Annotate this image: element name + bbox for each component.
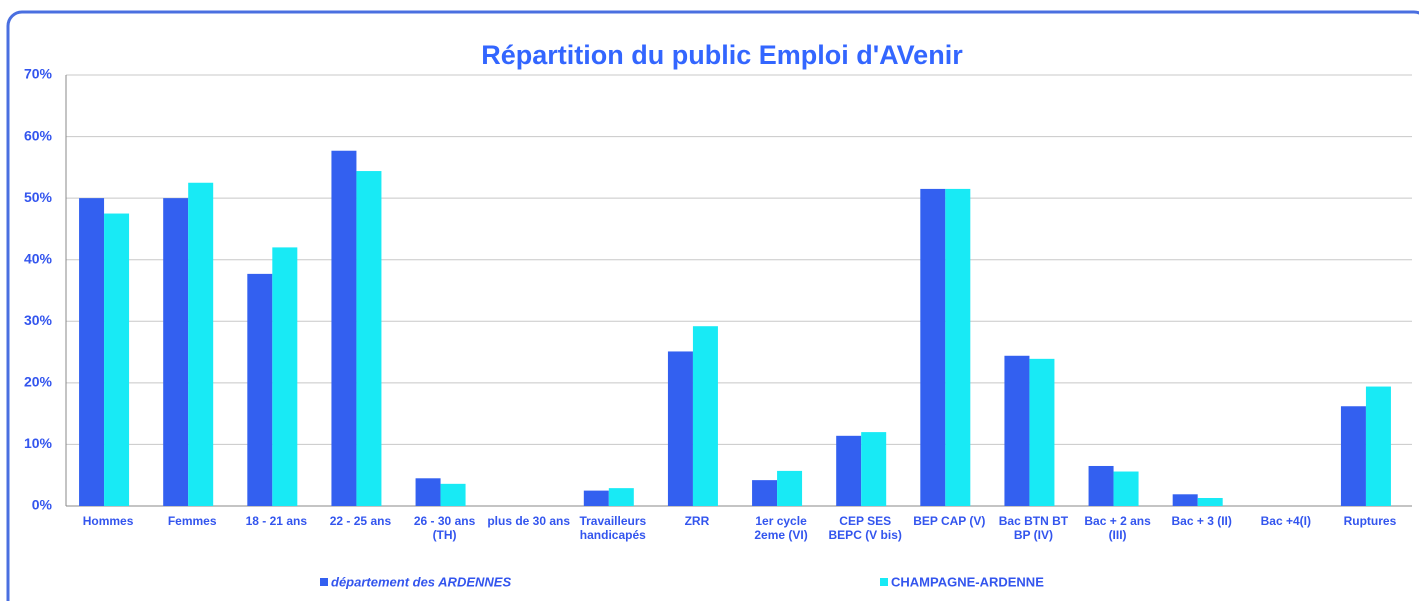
y-tick-label: 0% [32, 497, 53, 513]
bar [1088, 465, 1114, 506]
bar [415, 478, 441, 506]
bar [104, 213, 130, 507]
bar [1340, 406, 1366, 506]
bar [188, 182, 214, 506]
legend-label: département des ARDENNES [331, 574, 511, 589]
x-tick-label: 1er cycle 2eme (VI) [754, 514, 808, 542]
bar [440, 483, 466, 506]
x-tick-label: 18 - 21 ans [245, 514, 307, 528]
bar [692, 326, 718, 506]
bar [1365, 386, 1391, 506]
y-tick-label: 40% [24, 250, 53, 266]
bar [861, 432, 887, 506]
bar [752, 480, 778, 506]
x-tick-label: Bac +4(I) [1260, 514, 1311, 528]
y-tick-label: 20% [24, 374, 53, 390]
legend-swatch [320, 578, 328, 586]
x-tick-label: Bac BTN BT BP (IV) [998, 514, 1069, 542]
bar [667, 351, 693, 506]
frame [6, 10, 1419, 601]
bar [1029, 358, 1055, 506]
bar [583, 490, 609, 506]
x-tick-label: plus de 30 ans [487, 514, 571, 528]
bar [356, 171, 382, 506]
bar [836, 435, 862, 506]
chart-title: Répartition du public Emploi d'AVenir [481, 40, 963, 70]
x-tick-label: 26 - 30 ans (TH) [413, 514, 476, 542]
x-tick-label: Bac + 2 ans (III) [1084, 514, 1151, 542]
x-tick-label: Hommes [82, 514, 134, 528]
y-tick-label: 60% [24, 127, 53, 143]
legend-swatch [880, 578, 888, 586]
bar [163, 198, 189, 506]
bar [1004, 355, 1030, 506]
x-tick-label: Bac + 3 (II) [1171, 514, 1232, 528]
x-tick-label: Femmes [167, 514, 217, 528]
bar [945, 188, 971, 506]
x-tick-label: Ruptures [1343, 514, 1397, 528]
y-tick-label: 70% [24, 66, 53, 82]
y-tick-label: 10% [24, 435, 53, 451]
x-tick-label: CEP SES BEPC (V bis) [828, 514, 902, 542]
x-tick-label: BEP CAP (V) [913, 514, 986, 528]
bar [79, 198, 105, 506]
bar [777, 470, 803, 506]
legend-label: CHAMPAGNE-ARDENNE [891, 574, 1044, 589]
bar [1197, 497, 1223, 506]
bar [920, 188, 946, 506]
x-tick-label: Travailleurs handicapés [579, 514, 647, 542]
bar [608, 488, 634, 506]
y-tick-label: 30% [24, 312, 53, 328]
x-tick-label: ZRR [684, 514, 710, 528]
bar [247, 273, 273, 506]
bar [272, 247, 298, 506]
y-tick-label: 50% [24, 189, 53, 205]
bar [1172, 494, 1198, 506]
bar [1113, 471, 1139, 506]
bar [331, 150, 357, 507]
x-tick-label: 22 - 25 ans [329, 514, 392, 528]
